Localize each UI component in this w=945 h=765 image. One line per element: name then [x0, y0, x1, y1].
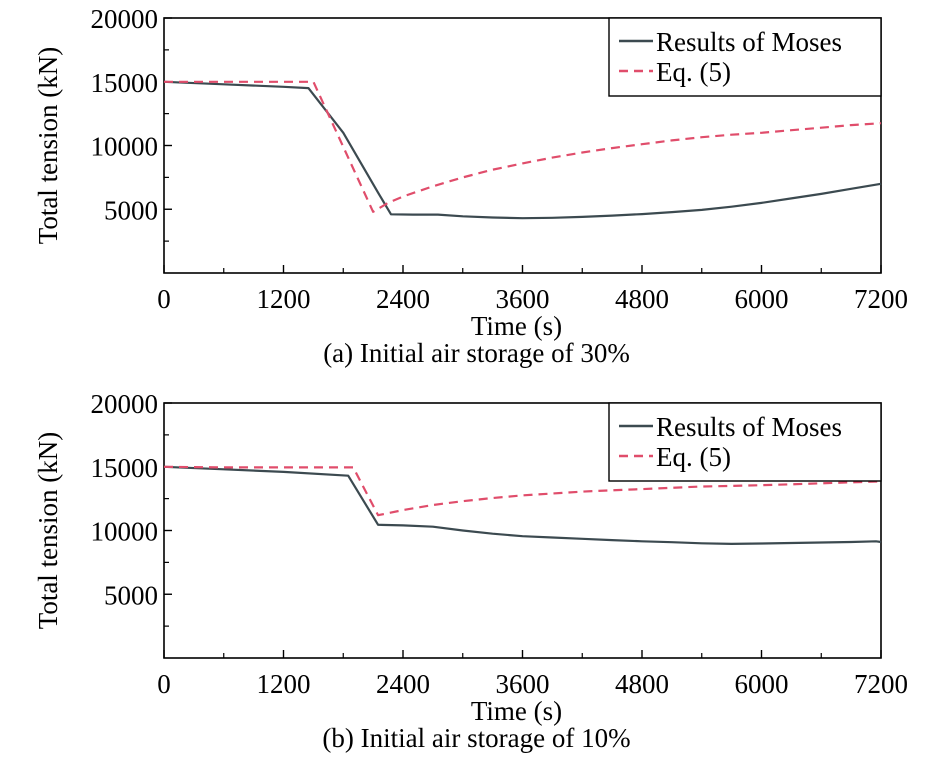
chart-panel-a: 0 1200 2400 3600 4800 6000 7200 5000 10000 15000 2… [33, 4, 908, 368]
series-line-eq5 [164, 80, 882, 213]
x-tick-label: 4800 [615, 284, 669, 314]
x-tick-label: 0 [157, 284, 171, 314]
x-tick-label: 2400 [376, 669, 430, 699]
x-tick-label: 1200 [257, 669, 311, 699]
y-axis-title: Total tension (kN) [33, 432, 63, 630]
legend-label-eq5: Eq. (5) [656, 442, 731, 472]
x-tick-label: 3600 [496, 669, 550, 699]
panel-caption: (b) Initial air storage of 10% [322, 723, 630, 753]
y-tick-label: 15000 [91, 68, 159, 98]
x-tick-label: 7200 [854, 669, 908, 699]
y-tick-label: 5000 [104, 580, 158, 610]
x-tick-label: 0 [157, 669, 171, 699]
y-tick-label: 15000 [91, 453, 159, 483]
x-tick-label: 7200 [854, 284, 908, 314]
panel-caption: (a) Initial air storage of 30% [323, 338, 630, 368]
y-tick-label: 10000 [91, 132, 159, 162]
x-tick-label: 3600 [496, 284, 550, 314]
legend-label-moses: Results of Moses [656, 27, 842, 57]
series-line-moses [163, 80, 882, 220]
legend-label-eq5: Eq. (5) [656, 57, 731, 87]
y-tick-label: 5000 [104, 195, 158, 225]
x-tick-label: 4800 [615, 669, 669, 699]
x-tick-label: 6000 [735, 284, 789, 314]
x-tick-label: 6000 [735, 669, 789, 699]
legend-box [608, 17, 882, 97]
y-axis-title: Total tension (kN) [33, 47, 63, 245]
chart-panel-b: 0 1200 2400 3600 4800 6000 7200 5000 10000 15000 2… [33, 389, 908, 753]
series-line-moses [163, 465, 882, 546]
x-tick-label: 1200 [257, 284, 311, 314]
series-line-eq5 [163, 465, 882, 517]
x-tick-label: 2400 [376, 284, 430, 314]
x-axis-title: Time (s) [471, 311, 562, 341]
y-tick-label: 20000 [91, 4, 159, 34]
y-tick-label: 20000 [91, 389, 159, 419]
y-tick-label: 10000 [91, 517, 159, 547]
legend-label-moses: Results of Moses [656, 412, 842, 442]
legend-box [608, 402, 882, 482]
x-axis-title: Time (s) [471, 696, 562, 726]
